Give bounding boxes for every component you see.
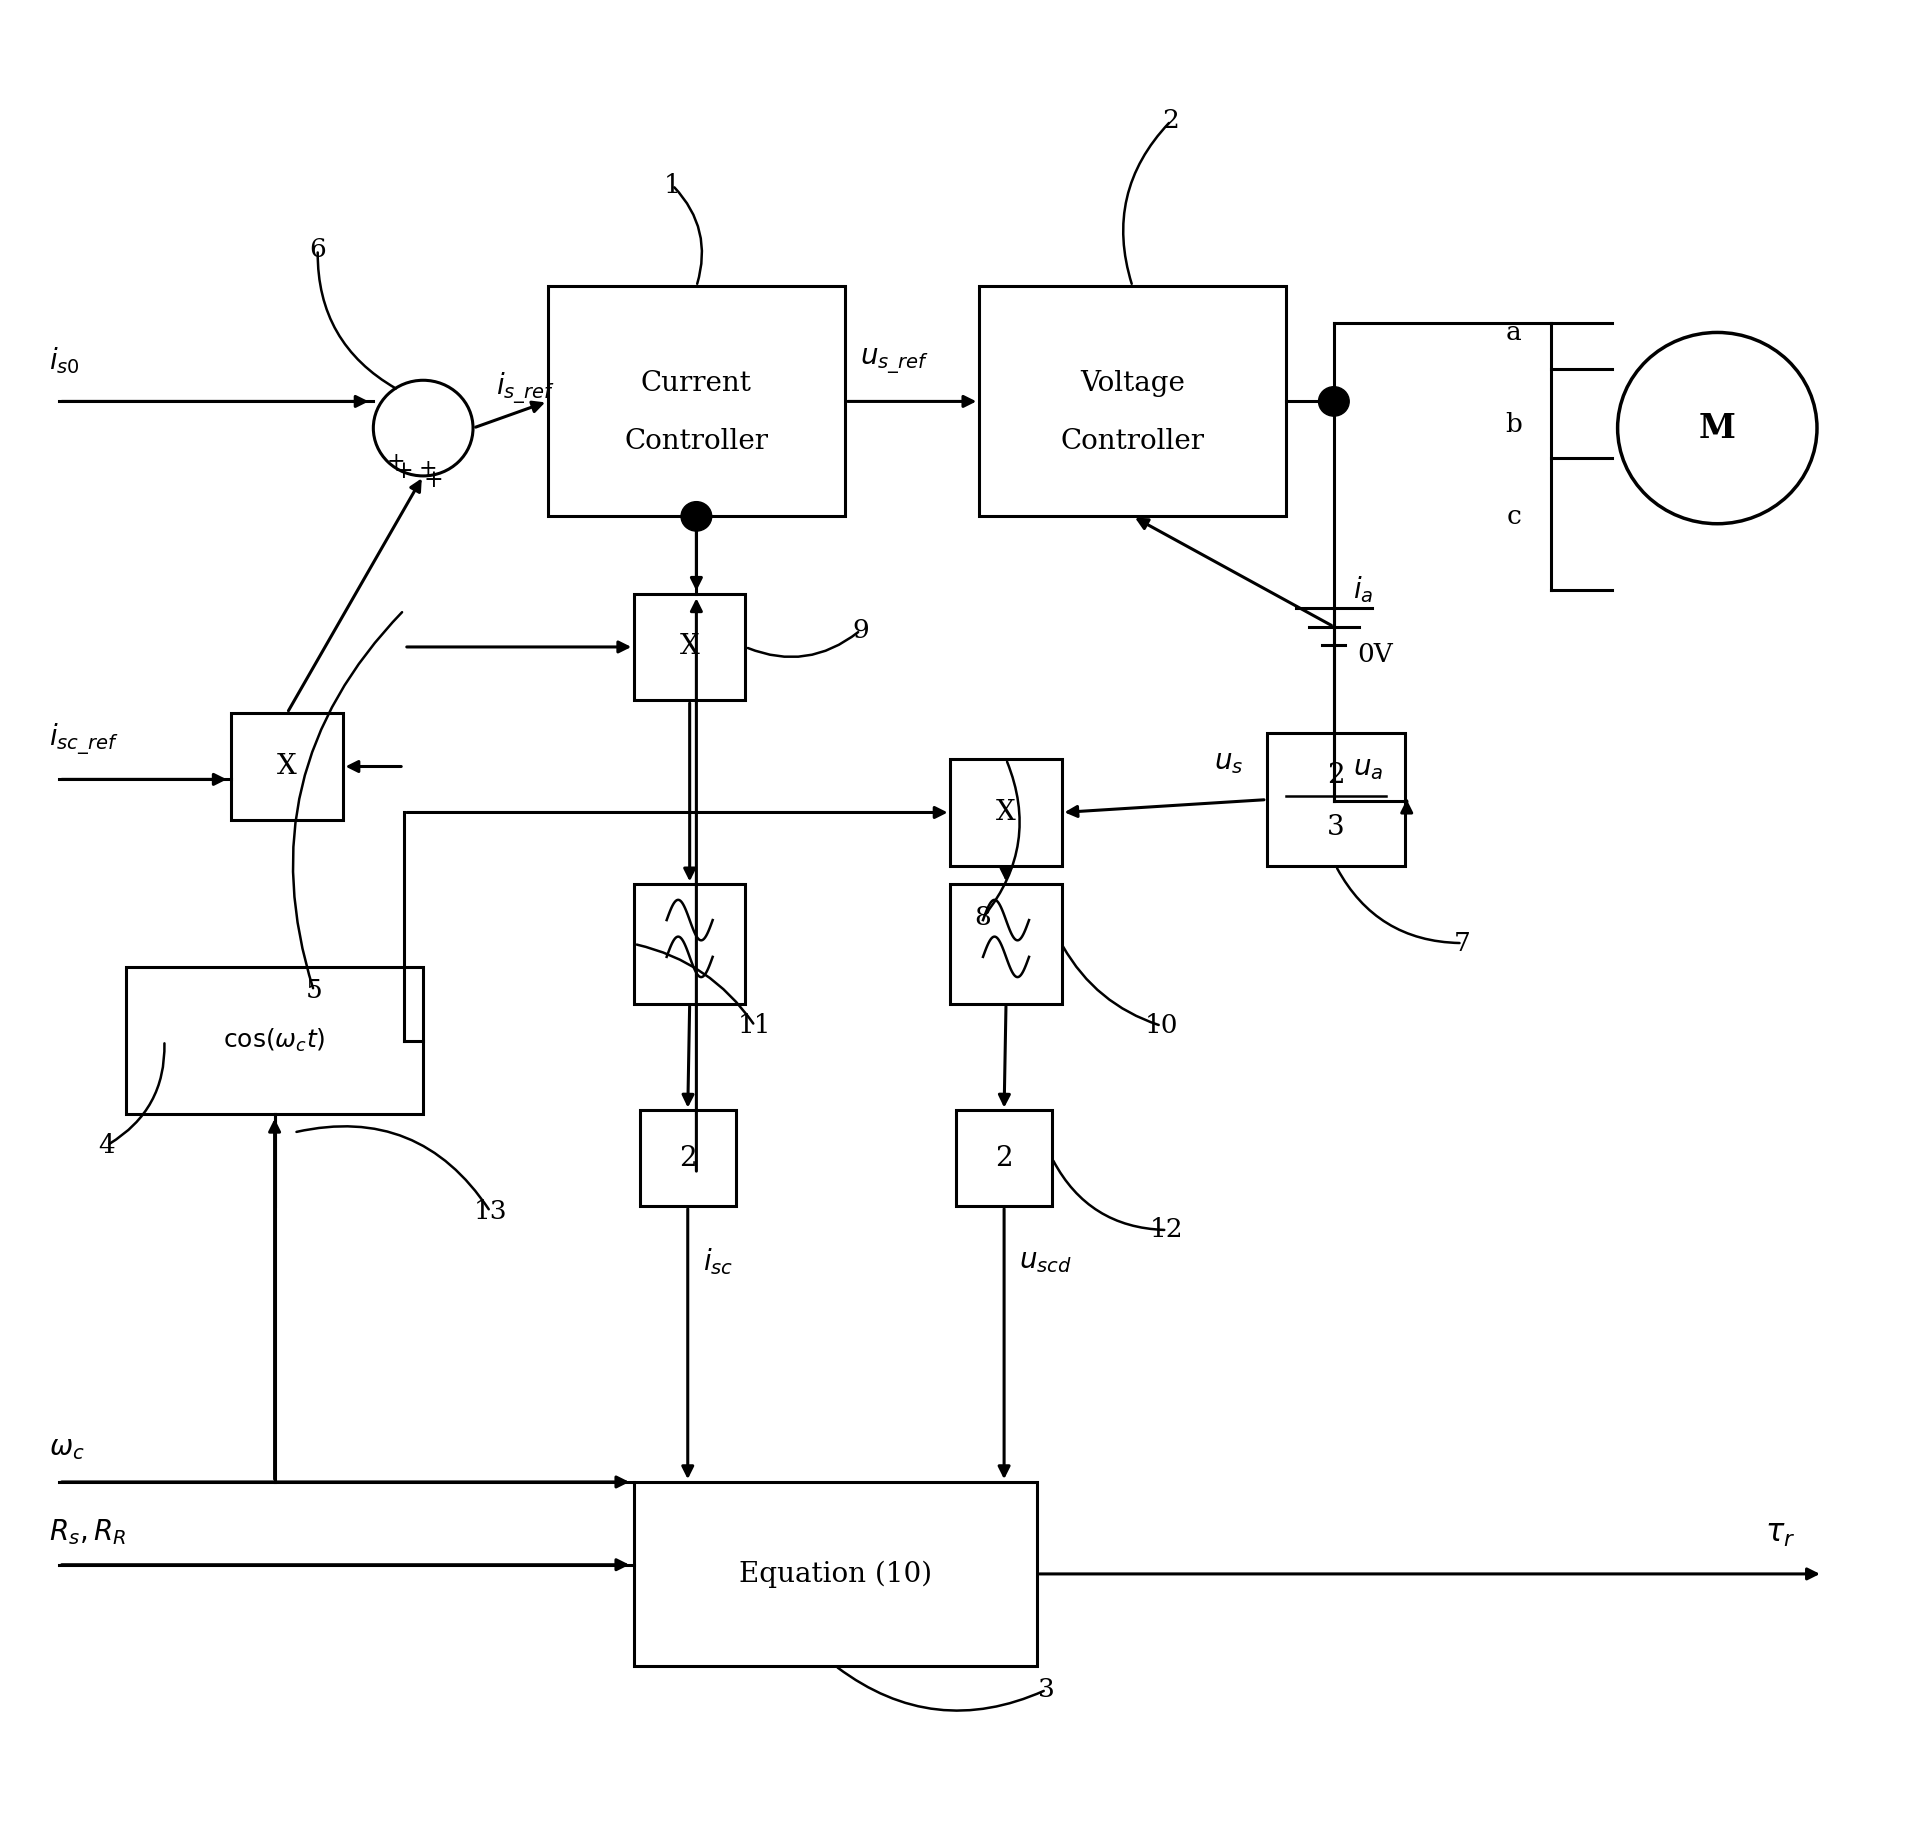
- Text: $\tau_r$: $\tau_r$: [1764, 1518, 1795, 1549]
- Text: 9: 9: [852, 617, 868, 643]
- Text: X: X: [996, 799, 1016, 825]
- Text: $i_{s0}$: $i_{s0}$: [50, 346, 81, 376]
- Bar: [634, 593, 745, 700]
- Bar: [232, 713, 342, 820]
- Text: $i_{s\_ref}$: $i_{s\_ref}$: [495, 370, 555, 405]
- Text: 13: 13: [474, 1199, 507, 1225]
- Text: 11: 11: [737, 1013, 772, 1039]
- Text: +: +: [419, 457, 438, 479]
- Text: 2: 2: [1327, 763, 1344, 788]
- Text: +: +: [394, 460, 413, 483]
- Text: $R_s, R_R$: $R_s, R_R$: [50, 1516, 127, 1547]
- Text: c: c: [1507, 505, 1523, 529]
- Text: Current: Current: [641, 370, 753, 396]
- Text: 1: 1: [664, 173, 682, 197]
- Text: 3: 3: [1327, 814, 1344, 840]
- Circle shape: [682, 501, 712, 530]
- Text: $u_{scd}$: $u_{scd}$: [1020, 1247, 1071, 1275]
- Text: Voltage: Voltage: [1081, 370, 1185, 396]
- Text: Equation (10): Equation (10): [739, 1560, 931, 1588]
- Bar: [639, 1111, 735, 1207]
- Text: Controller: Controller: [624, 429, 768, 455]
- Bar: [547, 287, 845, 516]
- Bar: [979, 287, 1286, 516]
- Text: a: a: [1505, 321, 1523, 344]
- Text: 2: 2: [680, 1144, 697, 1172]
- Text: 6: 6: [309, 238, 326, 262]
- Bar: [956, 1111, 1052, 1207]
- Bar: [950, 759, 1062, 866]
- Text: $\cos(\omega_c t)$: $\cos(\omega_c t)$: [223, 1028, 326, 1054]
- Text: $i_a$: $i_a$: [1354, 575, 1373, 606]
- Bar: [950, 884, 1062, 1004]
- Circle shape: [372, 379, 472, 475]
- Text: 7: 7: [1453, 930, 1471, 956]
- Text: 2: 2: [995, 1144, 1014, 1172]
- Text: +: +: [422, 470, 444, 492]
- Text: 4: 4: [98, 1133, 115, 1159]
- Text: Controller: Controller: [1060, 429, 1204, 455]
- Text: 5: 5: [305, 978, 323, 1004]
- Text: X: X: [680, 634, 699, 661]
- Bar: [634, 1483, 1037, 1665]
- Text: 8: 8: [975, 904, 991, 930]
- Text: 12: 12: [1150, 1218, 1185, 1243]
- Text: b: b: [1505, 413, 1523, 437]
- Text: 2: 2: [1162, 109, 1179, 133]
- Circle shape: [1619, 332, 1816, 523]
- Text: $i_{sc}$: $i_{sc}$: [703, 1245, 733, 1277]
- Text: $u_{s\_ref}$: $u_{s\_ref}$: [860, 346, 929, 376]
- Text: $i_{sc\_ref}$: $i_{sc\_ref}$: [50, 720, 119, 757]
- Text: $u_s$: $u_s$: [1215, 750, 1244, 775]
- Text: +: +: [386, 451, 405, 473]
- Text: $\omega_c$: $\omega_c$: [50, 1435, 84, 1463]
- Text: $u_a$: $u_a$: [1354, 755, 1382, 781]
- Text: 10: 10: [1144, 1013, 1179, 1039]
- Text: M: M: [1699, 411, 1736, 444]
- Bar: [127, 967, 422, 1114]
- Circle shape: [1319, 387, 1350, 416]
- Bar: [1267, 733, 1405, 866]
- Text: 0V: 0V: [1357, 641, 1392, 667]
- Bar: [634, 884, 745, 1004]
- Text: 3: 3: [1039, 1678, 1054, 1702]
- Text: X: X: [276, 753, 298, 779]
